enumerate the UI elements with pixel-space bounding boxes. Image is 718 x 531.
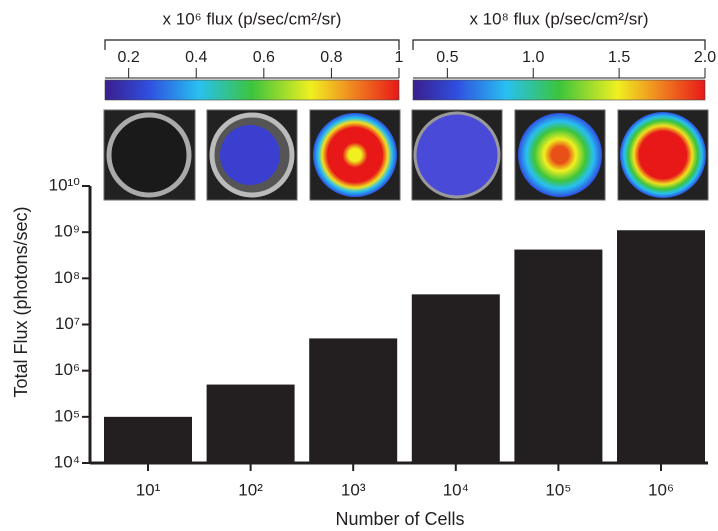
x-tick-label: 10⁵ xyxy=(545,480,571,499)
y-tick-label: 10⁸ xyxy=(54,268,80,287)
x-tick-label: 10³ xyxy=(341,480,366,499)
colorbar-tick-label: 0.2 xyxy=(118,49,140,66)
bar xyxy=(309,338,397,463)
y-tick-label: 10¹⁰ xyxy=(49,175,81,194)
x-tick-label: 10² xyxy=(238,480,263,499)
bar xyxy=(514,250,602,463)
y-tick-label: 10⁵ xyxy=(54,406,80,425)
y-axis-label: Total Flux (photons/sec) xyxy=(11,206,31,397)
colorbar-tick-label: 0.6 xyxy=(253,49,275,66)
x-tick-label: 10⁴ xyxy=(443,480,469,499)
x-tick-label: 10¹ xyxy=(136,480,161,499)
chart: Total Flux (photons/sec) Number of Cells… xyxy=(0,0,718,531)
y-tick-label: 10⁹ xyxy=(54,222,80,241)
y-tick-label: 10⁶ xyxy=(54,360,80,379)
y-tick-label: 10⁷ xyxy=(55,314,80,333)
colorbar-tick-label: 0.5 xyxy=(436,49,458,66)
y-tick-label: 10⁴ xyxy=(54,452,80,471)
colorbar xyxy=(105,80,399,100)
bar xyxy=(104,417,192,463)
colorbar-title: x 10⁶ flux (p/sec/cm²/sr) xyxy=(163,9,342,28)
bar xyxy=(412,294,500,463)
colorbar-tick-label: 1 xyxy=(395,49,404,66)
colorbar-title: x 10⁸ flux (p/sec/cm²/sr) xyxy=(469,9,648,28)
x-tick-label: 10⁶ xyxy=(648,480,674,499)
colorbar-tick-label: 1.0 xyxy=(522,49,544,66)
x-axis-label: Number of Cells xyxy=(335,509,464,529)
colorbar-tick-label: 1.5 xyxy=(608,49,630,66)
colorbar xyxy=(413,80,705,100)
colorbar-tick-label: 0.4 xyxy=(185,49,207,66)
colorbar-tick-label: 0.8 xyxy=(320,49,342,66)
bar xyxy=(207,385,295,463)
colorbar-tick-label: 2.0 xyxy=(694,49,716,66)
thumbnails xyxy=(104,110,708,200)
bar xyxy=(617,230,705,463)
